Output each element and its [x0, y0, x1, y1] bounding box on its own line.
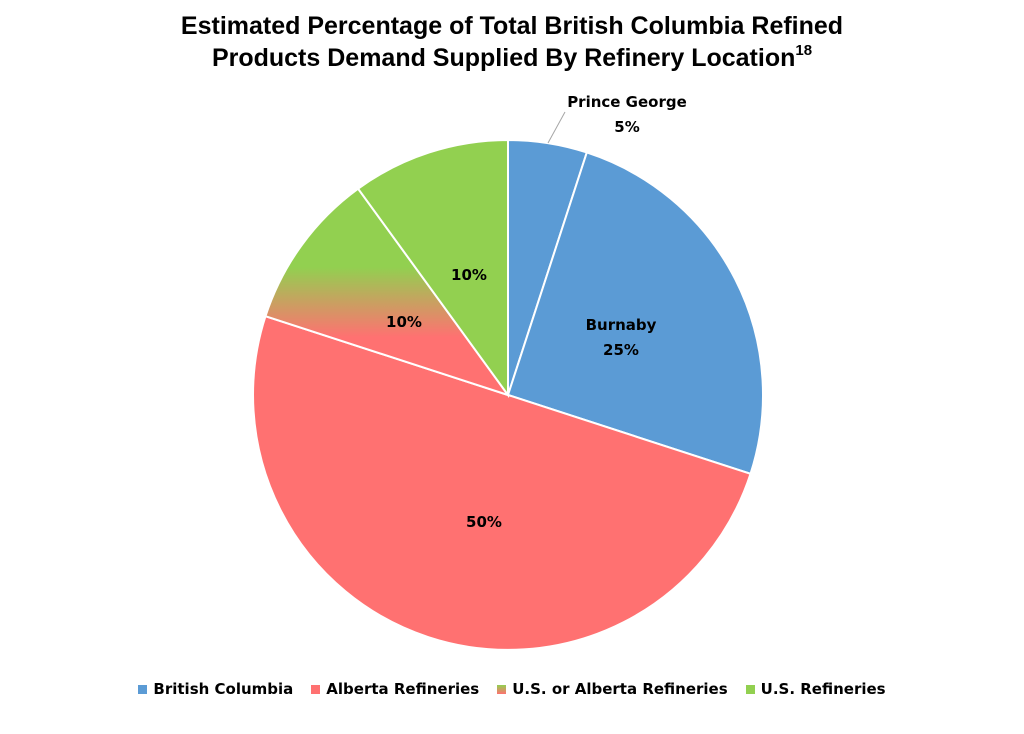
- legend-swatch: [138, 684, 148, 694]
- chart-title-line-2: Products Demand Supplied By Refinery Loc…: [0, 42, 1024, 74]
- slice-name-label-2: Burnaby: [586, 316, 657, 334]
- legend-label: U.S. or Alberta Refineries: [512, 680, 728, 698]
- pie-slice-2: [506, 151, 764, 476]
- chart-title: Estimated Percentage of Total British Co…: [0, 10, 1024, 74]
- legend-swatch: [311, 684, 321, 694]
- legend-item: British Columbia: [138, 680, 293, 698]
- legend-label: Alberta Refineries: [326, 680, 480, 698]
- pie-labels: Prince George 5% Burnaby 25% 50% 10% 10%: [386, 93, 687, 531]
- legend-label: U.S. Refineries: [760, 680, 886, 698]
- slice-value-label-1: 5%: [614, 118, 639, 136]
- legend: British Columbia Alberta Refineries U.S. o…: [0, 677, 1024, 701]
- chart-title-line-2-text: Products Demand Supplied By Refinery Loc…: [211, 44, 796, 72]
- chart-title-line-1: Estimated Percentage of Total British Co…: [180, 12, 844, 40]
- chart-title-footnote: 18: [795, 41, 813, 59]
- legend-label: British Columbia: [153, 680, 294, 698]
- legend-swatch: [497, 684, 507, 694]
- pie-slice-4: [264, 187, 511, 397]
- legend-item: U.S. Refineries: [745, 680, 886, 698]
- legend-swatch: [745, 684, 755, 694]
- prince-george-leader-line: [547, 111, 566, 144]
- legend-item: Alberta Refineries: [311, 680, 479, 698]
- slice-value-label-2: 25%: [603, 341, 639, 359]
- pie-slice-5: [356, 138, 509, 399]
- slice-value-label-5: 10%: [451, 266, 487, 284]
- legend-item: U.S. or Alberta Refineries: [497, 680, 728, 698]
- slice-value-label-4: 10%: [386, 313, 422, 331]
- pie-slice-3: [252, 314, 752, 651]
- slice-value-label-3: 50%: [466, 513, 502, 531]
- slice-name-label-1: Prince George: [567, 93, 687, 111]
- pie-slices: [252, 138, 764, 651]
